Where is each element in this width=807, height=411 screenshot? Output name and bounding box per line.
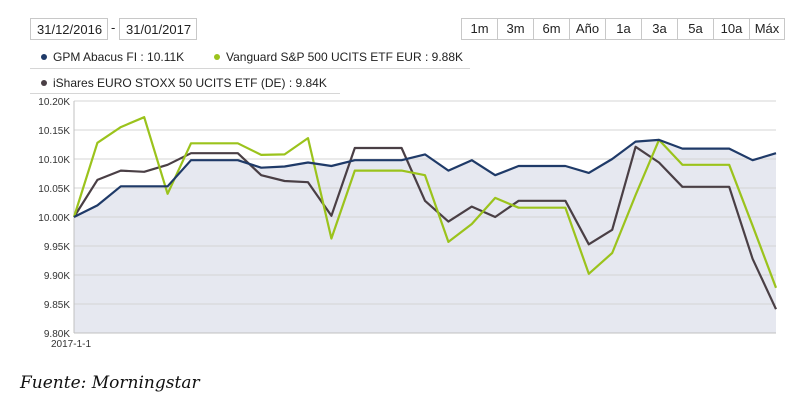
range-button-10y[interactable]: 10a — [713, 19, 749, 39]
legend-label: iShares EURO STOXX 50 UCITS ETF (DE) : 9… — [53, 76, 327, 90]
source-caption: Fuente: Morningstar — [20, 373, 200, 393]
series-line-3 — [73, 145, 777, 310]
legend-divider — [30, 93, 340, 94]
y-tick-label: 9.90K — [44, 271, 70, 282]
series-line-1 — [73, 138, 777, 218]
date-to-input[interactable]: 31/01/2017 — [119, 18, 197, 40]
legend-marker-icon — [214, 53, 220, 60]
y-tick-label: 9.95K — [44, 242, 70, 253]
legend-divider — [30, 68, 470, 69]
legend-item-gpm-abacus[interactable]: GPM Abacus FI : 10.11K — [41, 50, 184, 64]
y-tick-label: 10.20K — [38, 97, 70, 108]
date-from-input[interactable]: 31/12/2016 — [30, 18, 108, 40]
y-tick-label: 9.80K — [44, 329, 70, 340]
range-button-3y[interactable]: 3a — [641, 19, 677, 39]
legend-marker-icon — [41, 79, 47, 86]
y-tick-label: 10.15K — [38, 126, 70, 137]
x-tick-label: 2017-1-1 — [51, 339, 91, 350]
range-button-5y[interactable]: 5a — [677, 19, 713, 39]
range-button-1y[interactable]: 1a — [605, 19, 641, 39]
y-tick-label: 10.00K — [38, 213, 70, 224]
legend-item-vanguard[interactable]: Vanguard S&P 500 UCITS ETF EUR : 9.88K — [214, 50, 463, 64]
line-chart: 9.80K 9.85K 9.90K 9.95K 10.00K 10.05K 10.10K 10… — [38, 97, 778, 350]
time-range-selector: 1m 3m 6m Año 1a 3a 5a 10a Máx — [461, 18, 785, 40]
y-tick-label: 10.10K — [38, 155, 70, 166]
date-range-separator: - — [111, 20, 116, 35]
range-button-3m[interactable]: 3m — [497, 19, 533, 39]
legend-item-ishares[interactable]: iShares EURO STOXX 50 UCITS ETF (DE) : 9… — [41, 76, 327, 90]
legend-label: GPM Abacus FI : 10.11K — [53, 50, 185, 64]
range-button-1m[interactable]: 1m — [470, 21, 489, 36]
legend-label: Vanguard S&P 500 UCITS ETF EUR : 9.88K — [226, 50, 463, 64]
range-button-ytd[interactable]: Año — [569, 19, 605, 39]
range-button-6m[interactable]: 6m — [533, 19, 569, 39]
legend-marker-icon — [41, 53, 47, 60]
range-button-max[interactable]: Máx — [749, 19, 784, 39]
y-tick-label: 10.05K — [38, 184, 70, 195]
y-tick-label: 9.85K — [44, 300, 70, 311]
